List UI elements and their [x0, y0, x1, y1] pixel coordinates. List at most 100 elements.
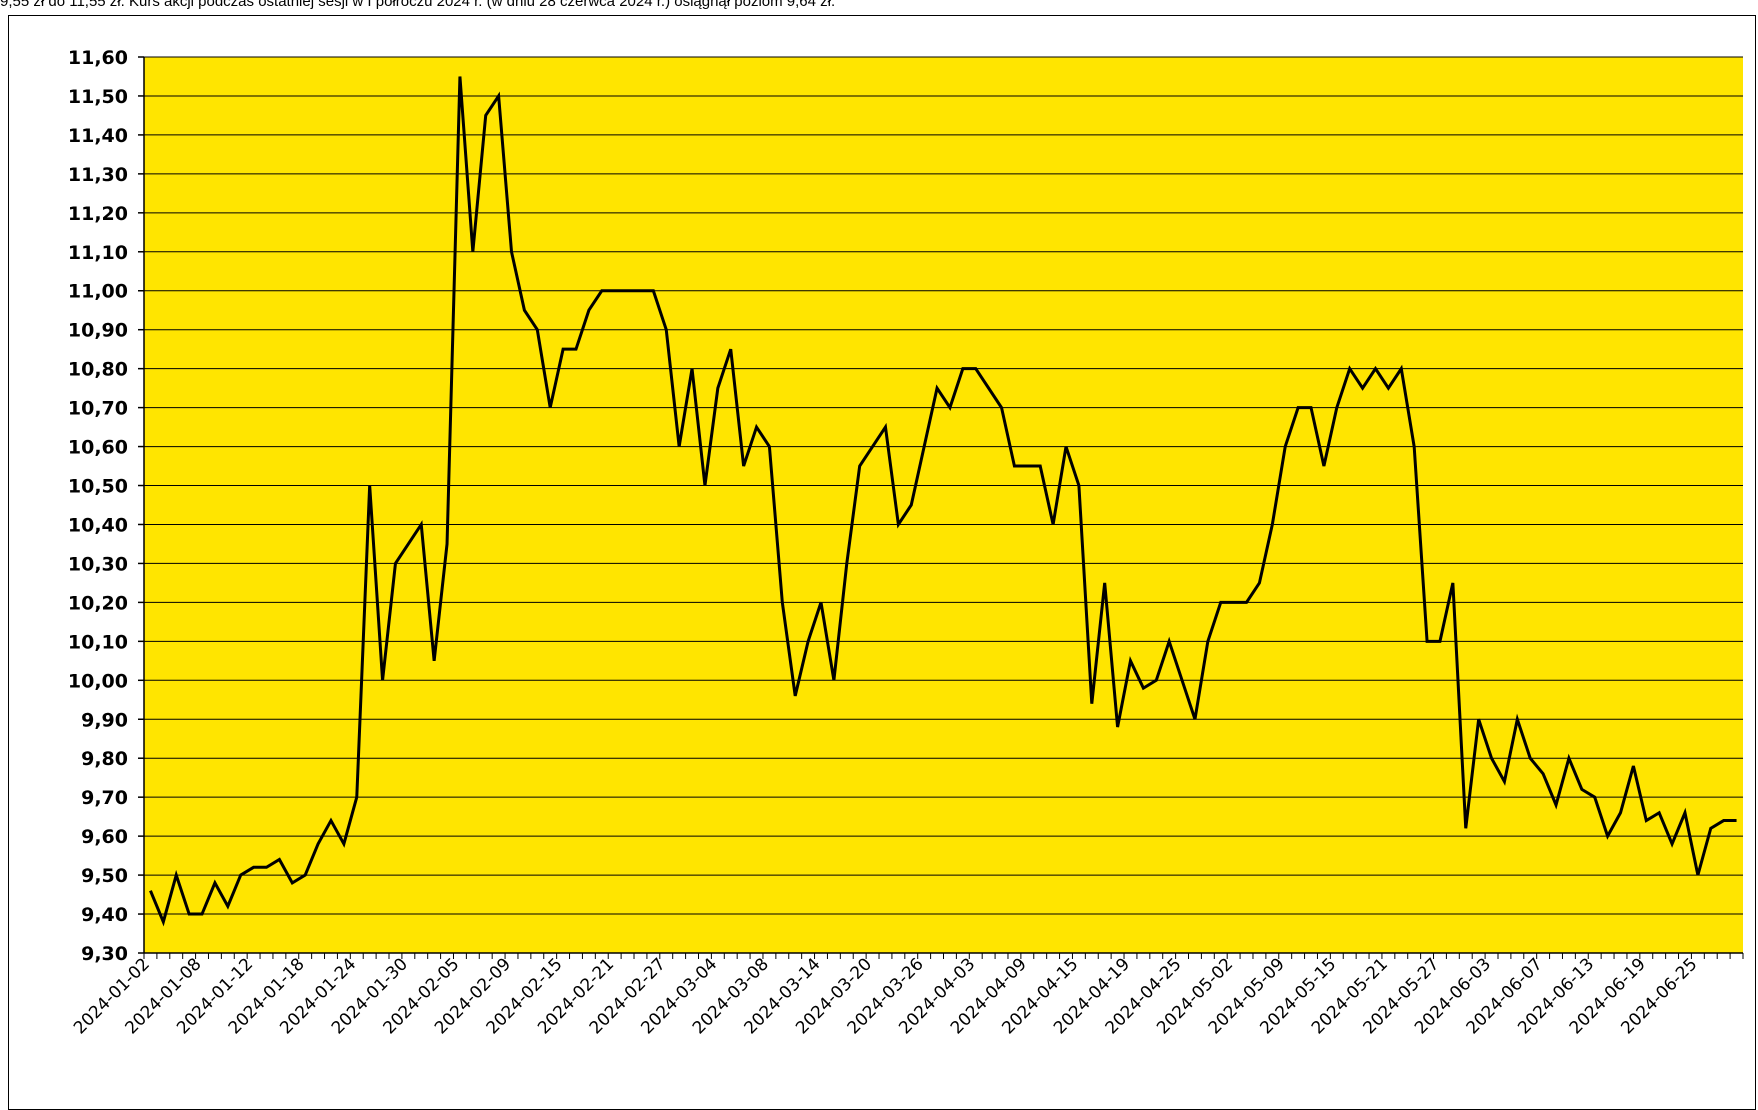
data-point — [794, 695, 796, 697]
data-point — [730, 348, 732, 350]
data-point — [1013, 465, 1015, 467]
y-tick-label: 10,80 — [68, 359, 128, 381]
data-point — [330, 820, 332, 822]
data-point — [781, 601, 783, 603]
data-point — [1426, 640, 1428, 642]
data-point — [743, 465, 745, 467]
data-point — [1065, 446, 1067, 448]
data-point — [1503, 781, 1505, 783]
data-point — [1400, 368, 1402, 370]
data-point — [678, 446, 680, 448]
data-point — [1658, 812, 1660, 814]
y-tick-label: 10,00 — [68, 670, 128, 692]
data-point — [175, 874, 177, 876]
data-point — [149, 890, 151, 892]
y-tick-label: 10,40 — [68, 514, 128, 536]
data-point — [394, 562, 396, 564]
data-point — [317, 843, 319, 845]
data-point — [420, 523, 422, 525]
data-point — [949, 407, 951, 409]
data-point — [859, 465, 861, 467]
data-point — [1104, 582, 1106, 584]
data-point — [1697, 874, 1699, 876]
data-point — [1362, 387, 1364, 389]
data-point — [1736, 820, 1738, 822]
data-point — [278, 859, 280, 861]
data-point — [1671, 843, 1673, 845]
data-point — [1310, 407, 1312, 409]
data-point — [988, 387, 990, 389]
data-point — [820, 601, 822, 603]
data-point — [433, 660, 435, 662]
data-point — [1026, 465, 1028, 467]
y-tick-label: 9,70 — [81, 787, 128, 809]
data-point — [1284, 446, 1286, 448]
data-point — [1478, 718, 1480, 720]
data-point — [575, 348, 577, 350]
data-point — [1632, 765, 1634, 767]
data-point — [291, 882, 293, 884]
data-point — [1439, 640, 1441, 642]
data-point — [1723, 820, 1725, 822]
data-point — [1619, 812, 1621, 814]
data-point — [1220, 601, 1222, 603]
data-point — [1194, 718, 1196, 720]
data-point — [588, 309, 590, 311]
data-point — [227, 905, 229, 907]
price-line — [149, 76, 1737, 927]
data-point — [627, 290, 629, 292]
data-point — [1181, 679, 1183, 681]
data-point — [665, 329, 667, 331]
data-point — [1374, 368, 1376, 370]
data-point — [1710, 827, 1712, 829]
data-point — [1645, 820, 1647, 822]
y-tick-label: 9,40 — [81, 904, 128, 926]
y-tick-label: 10,70 — [68, 398, 128, 420]
y-tick-label: 9,50 — [81, 865, 128, 887]
data-point — [162, 921, 164, 923]
data-point — [562, 348, 564, 350]
data-point — [833, 679, 835, 681]
y-tick-label: 10,90 — [68, 320, 128, 342]
data-point — [485, 114, 487, 116]
data-point — [1491, 757, 1493, 759]
data-point — [1413, 446, 1415, 448]
y-tick-label: 10,10 — [68, 631, 128, 653]
data-point — [446, 543, 448, 545]
data-point — [962, 368, 964, 370]
data-point — [1581, 788, 1583, 790]
data-point — [511, 251, 513, 253]
data-point — [1052, 523, 1054, 525]
data-point — [188, 913, 190, 915]
data-point — [201, 913, 203, 915]
y-tick-label: 10,50 — [68, 476, 128, 498]
y-tick-label: 11,10 — [68, 242, 128, 264]
data-point — [910, 504, 912, 506]
data-point — [1568, 757, 1570, 759]
y-tick-label: 11,50 — [68, 86, 128, 108]
y-tick-label: 9,60 — [81, 826, 128, 848]
data-point — [240, 874, 242, 876]
data-point — [1542, 773, 1544, 775]
data-point — [382, 679, 384, 681]
data-point — [652, 290, 654, 292]
y-tick-label: 11,60 — [68, 47, 128, 69]
data-point — [897, 523, 899, 525]
y-tick-label: 11,30 — [68, 164, 128, 186]
data-point — [1323, 465, 1325, 467]
data-point — [1349, 368, 1351, 370]
data-point — [1117, 726, 1119, 728]
y-tick-label: 10,60 — [68, 437, 128, 459]
data-point — [884, 426, 886, 428]
data-point — [768, 446, 770, 448]
data-point — [304, 874, 306, 876]
data-point — [717, 387, 719, 389]
data-point — [343, 843, 345, 845]
data-point — [1039, 465, 1041, 467]
data-point — [1168, 640, 1170, 642]
data-point — [1091, 703, 1093, 705]
data-point — [846, 562, 848, 564]
data-point — [253, 866, 255, 868]
data-point — [472, 251, 474, 253]
